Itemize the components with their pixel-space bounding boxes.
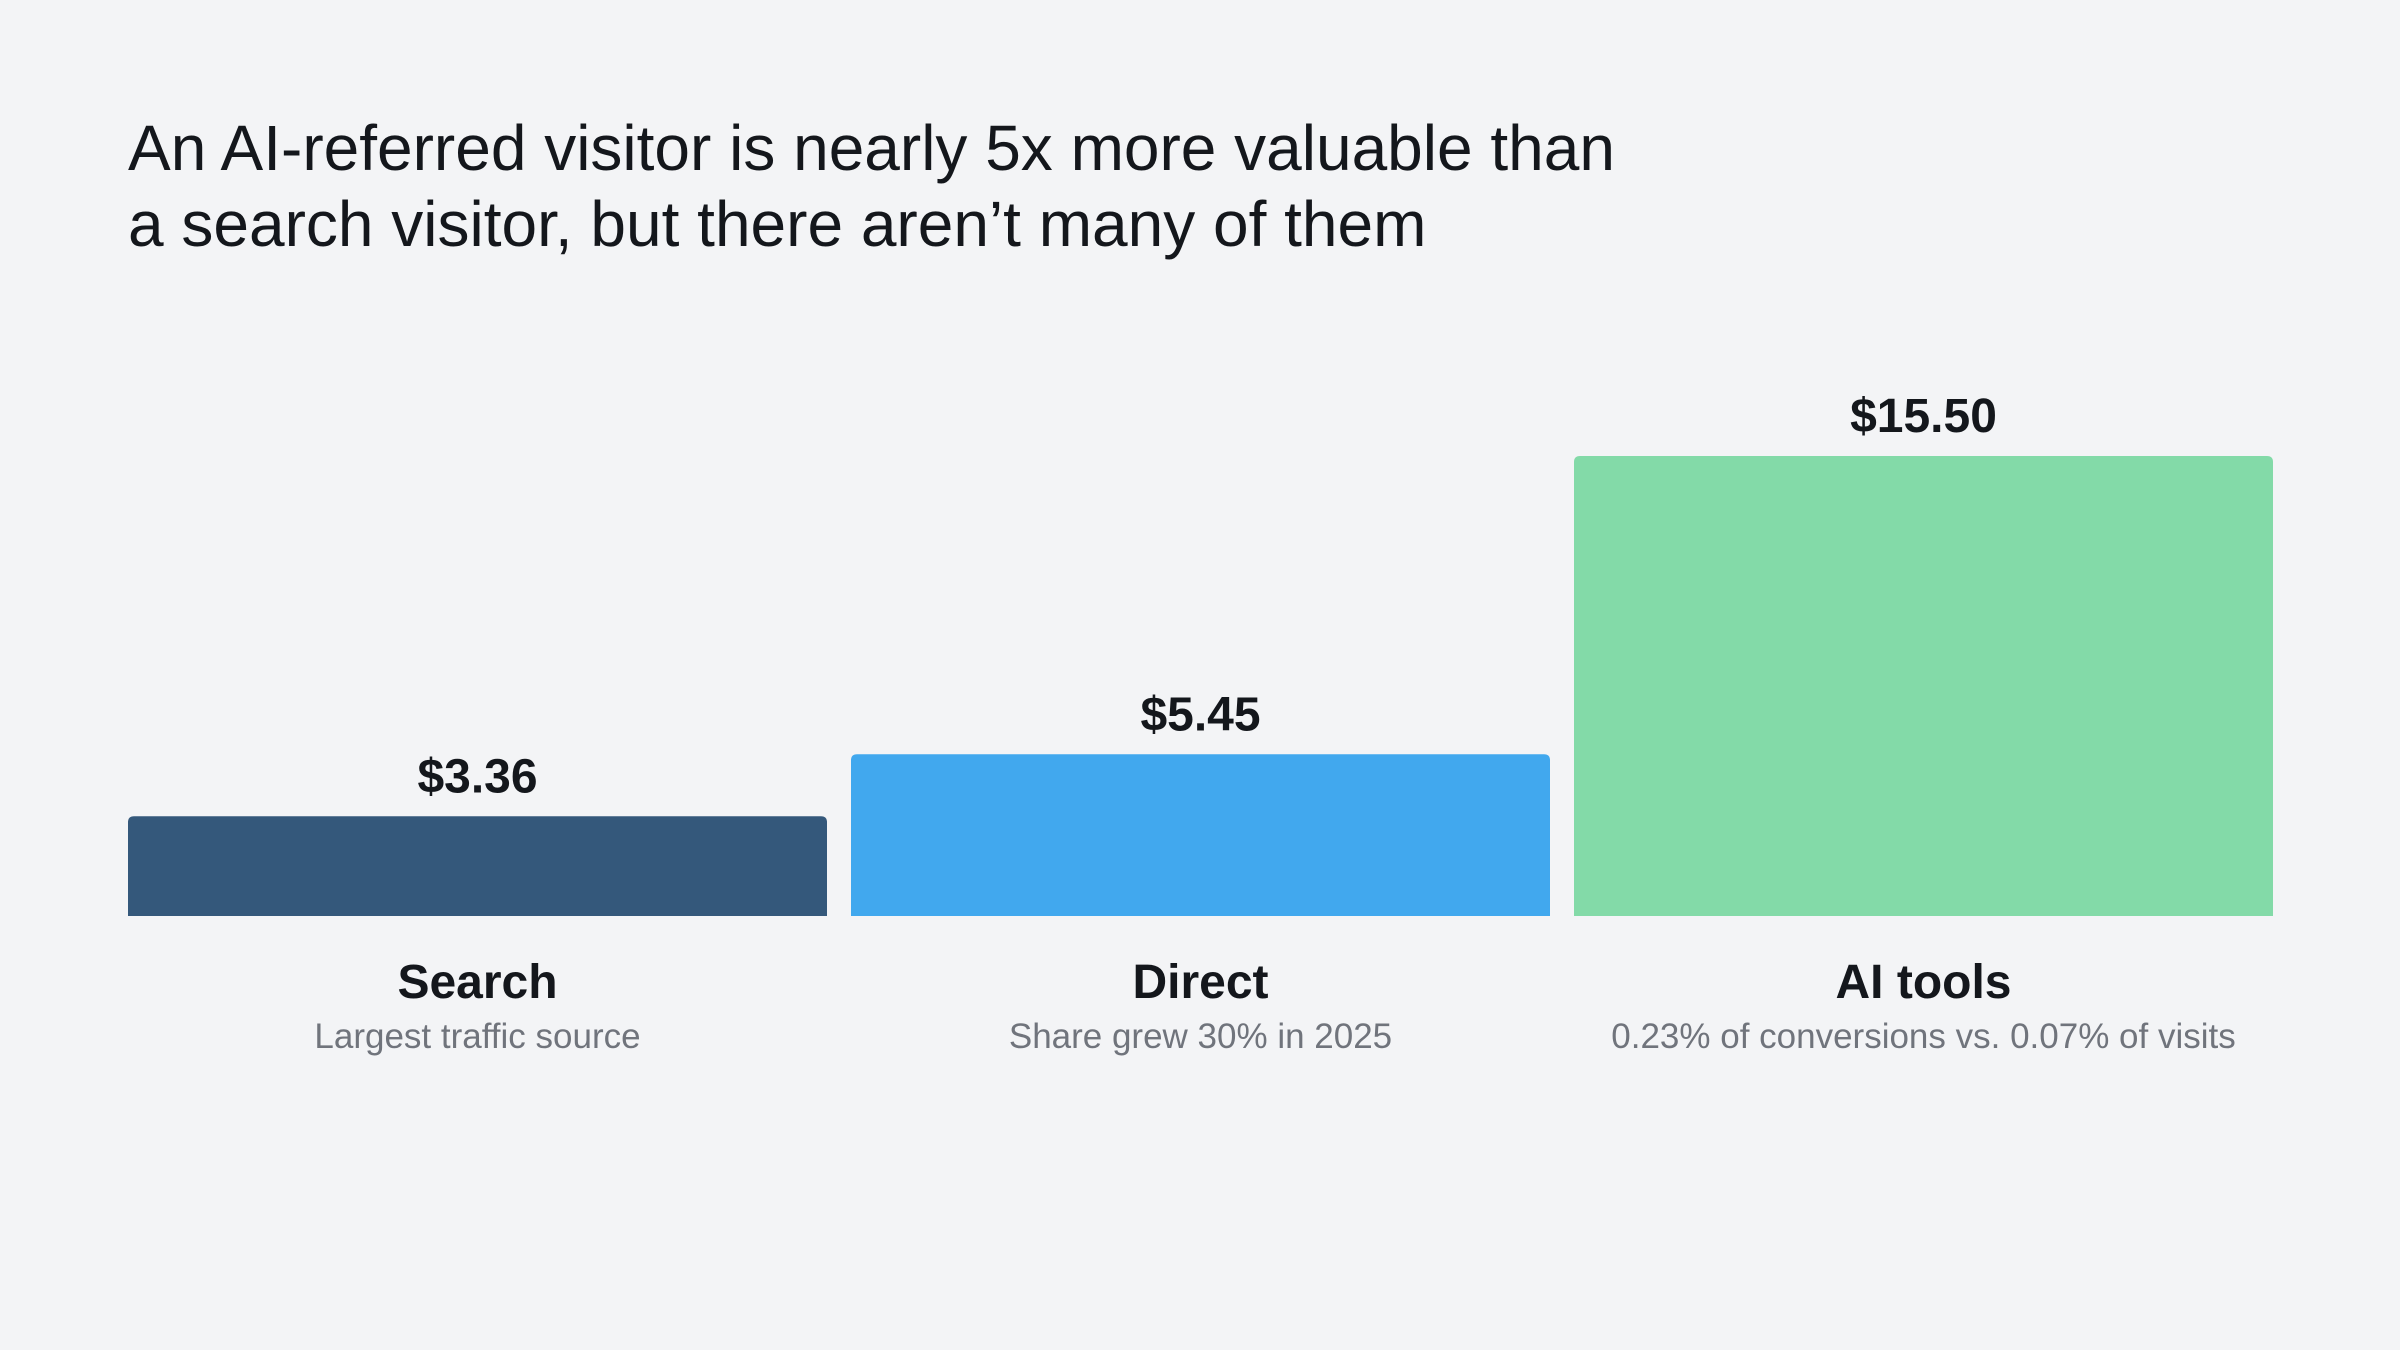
bar-search: [128, 816, 827, 916]
category-label: Search: [397, 956, 557, 1009]
value-label: $15.50: [1850, 390, 1997, 443]
value-label: $5.45: [1140, 688, 1260, 741]
bar-ai-tools: [1574, 456, 2273, 916]
category-label: Direct: [1132, 956, 1268, 1009]
value-label: $3.36: [417, 750, 537, 803]
chart-title: An AI-referred visitor is nearly 5x more…: [128, 110, 1828, 262]
category-label: AI tools: [1836, 956, 2012, 1009]
bar-direct: [851, 754, 1550, 916]
category-sublabel: Largest traffic source: [314, 1017, 640, 1056]
category-sublabel: Share grew 30% in 2025: [1009, 1017, 1392, 1056]
chart-title-line-1: An AI-referred visitor is nearly 5x more…: [128, 112, 1615, 184]
chart-title-line-2: a search visitor, but there aren’t many …: [128, 188, 1427, 260]
category-sublabel: 0.23% of conversions vs. 0.07% of visits: [1611, 1017, 2235, 1056]
